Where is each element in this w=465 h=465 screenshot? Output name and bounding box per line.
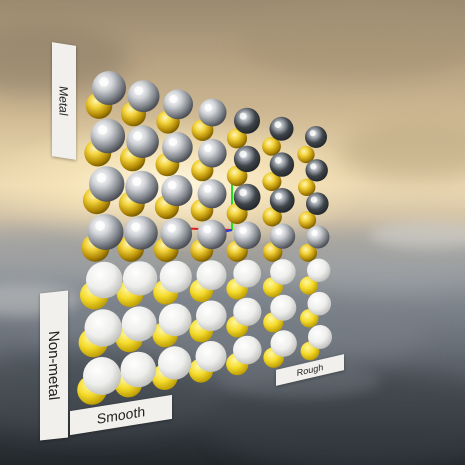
- silver-sphere: [163, 89, 193, 120]
- gold-sphere: [226, 128, 248, 149]
- silver-sphere: [308, 325, 332, 349]
- silver-sphere: [234, 107, 260, 134]
- sphere-highlight: [239, 226, 247, 235]
- silver-sphere: [270, 223, 296, 249]
- gold-sphere: [262, 172, 282, 192]
- non-metal-axis-label: Non-metal: [40, 290, 68, 441]
- silver-sphere: [269, 188, 295, 213]
- gold-sphere: [262, 207, 282, 227]
- silver-sphere: [307, 291, 332, 316]
- sphere-highlight: [132, 176, 142, 187]
- silver-sphere: [305, 159, 328, 182]
- sphere-highlight: [134, 86, 144, 96]
- silver-sphere: [126, 125, 159, 158]
- silver-sphere: [307, 258, 331, 282]
- silver-sphere: [233, 145, 261, 173]
- silver-sphere: [196, 260, 227, 291]
- gold-sphere: [298, 211, 317, 229]
- sphere-highlight: [95, 220, 106, 231]
- metal-axis-label: Metal: [52, 42, 76, 160]
- silver-sphere: [158, 303, 192, 337]
- silver-sphere: [123, 215, 158, 250]
- silver-sphere: [233, 297, 262, 326]
- sphere-highlight: [310, 196, 318, 203]
- silver-sphere: [195, 341, 227, 372]
- silver-sphere: [122, 261, 158, 296]
- silver-sphere: [233, 335, 262, 365]
- sphere-highlight: [133, 131, 143, 141]
- silver-sphere: [121, 306, 157, 342]
- sphere-highlight: [239, 150, 247, 158]
- gold-sphere: [299, 276, 318, 295]
- sphere-highlight: [203, 184, 212, 193]
- gold-sphere: [262, 137, 281, 156]
- silver-sphere: [233, 221, 261, 249]
- silver-sphere: [305, 126, 327, 148]
- sphere-highlight: [167, 223, 177, 233]
- silver-sphere: [198, 98, 227, 127]
- silver-sphere: [270, 294, 297, 321]
- silver-sphere: [269, 152, 295, 177]
- silver-sphere: [197, 179, 227, 209]
- gold-sphere: [299, 243, 317, 262]
- silver-sphere: [270, 330, 297, 357]
- sphere-highlight: [239, 188, 247, 197]
- sphere-highlight: [275, 192, 282, 200]
- silver-sphere: [84, 309, 122, 347]
- silver-sphere: [92, 71, 126, 105]
- metal-label-text: Metal: [57, 85, 71, 117]
- silver-sphere: [162, 132, 193, 163]
- sphere-highlight: [239, 112, 247, 120]
- sphere-highlight: [169, 94, 178, 104]
- silver-sphere: [270, 259, 296, 285]
- sphere-highlight: [96, 172, 107, 183]
- silver-sphere: [196, 300, 227, 332]
- gold-sphere: [297, 146, 315, 164]
- sphere-highlight: [204, 144, 212, 153]
- silver-sphere: [161, 175, 193, 207]
- silver-sphere: [306, 225, 330, 249]
- sphere-highlight: [167, 180, 177, 190]
- silver-sphere: [127, 80, 160, 113]
- silver-sphere: [158, 346, 192, 380]
- sphere-highlight: [275, 228, 283, 236]
- sphere-highlight: [97, 124, 108, 135]
- silver-sphere: [160, 217, 193, 250]
- silver-sphere: [233, 259, 262, 288]
- sphere-highlight: [204, 103, 213, 112]
- sphere-highlight: [309, 130, 316, 137]
- sphere-highlight: [99, 77, 109, 87]
- silver-sphere: [198, 138, 227, 168]
- silver-sphere: [125, 170, 159, 204]
- sphere-highlight: [310, 163, 317, 170]
- silver-sphere: [83, 357, 121, 395]
- smooth-label-text: Smooth: [96, 403, 146, 427]
- silver-sphere: [306, 192, 329, 215]
- rough-label-text: Rough: [296, 361, 324, 379]
- silver-sphere: [120, 351, 157, 388]
- sphere-highlight: [311, 229, 318, 237]
- silver-sphere: [159, 260, 192, 293]
- silver-sphere: [89, 166, 125, 202]
- silver-sphere: [269, 116, 294, 141]
- sphere-highlight: [274, 121, 282, 128]
- silver-sphere: [233, 183, 261, 211]
- sphere-highlight: [131, 222, 141, 232]
- silver-sphere: [87, 214, 124, 250]
- silver-sphere: [86, 261, 123, 299]
- sphere-highlight: [203, 225, 212, 234]
- silver-sphere: [197, 219, 227, 250]
- sphere-highlight: [168, 137, 178, 147]
- gold-sphere: [298, 178, 316, 196]
- silver-sphere: [90, 118, 126, 154]
- silver-sphere-layer: [83, 71, 332, 395]
- non-metal-label-text: Non-metal: [45, 330, 63, 401]
- sphere-highlight: [274, 156, 282, 164]
